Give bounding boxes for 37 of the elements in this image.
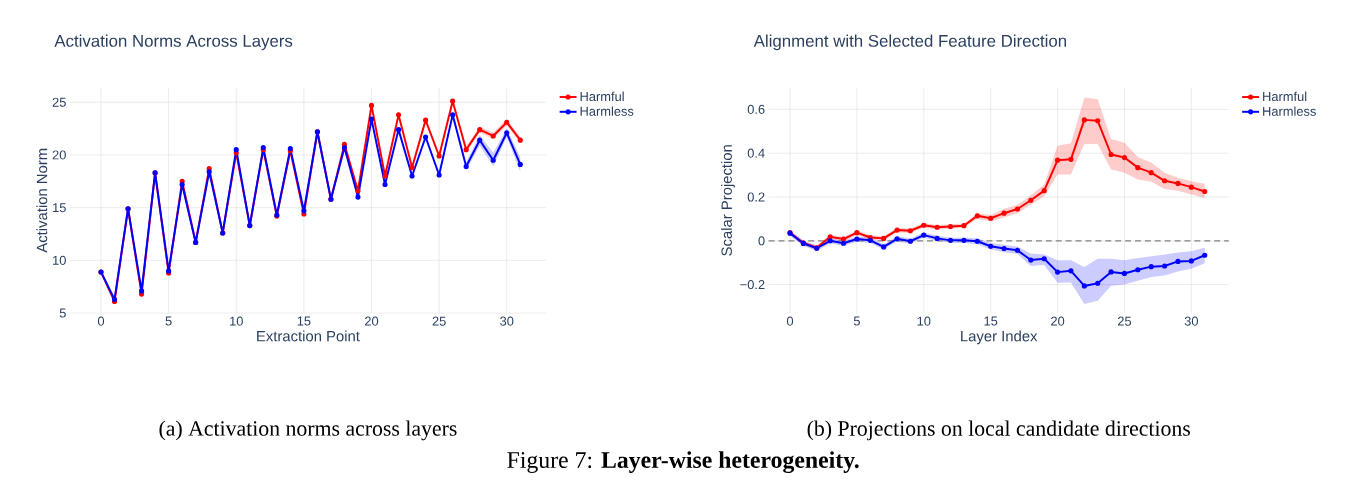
y-tick-label: 0.6 <box>747 104 765 114</box>
x-tick-label: 0 <box>786 316 794 326</box>
x-tick-label: 10 <box>917 316 931 326</box>
x-tick-label: 30 <box>1184 316 1198 326</box>
text: (a) Activation norms across layers <box>159 420 457 441</box>
x-tick-label: 20 <box>1051 316 1065 326</box>
y-tick-label: 15 <box>53 203 66 213</box>
chart-title: Activation Norms Across Layers <box>54 34 293 51</box>
y-axis-title: Scalar Projection <box>721 145 735 256</box>
y-tick-label: 25 <box>52 97 66 107</box>
x-axis-title: Layer Index <box>961 330 1038 345</box>
x-tick-label: 30 <box>500 316 514 326</box>
x-tick-label: 5 <box>165 316 172 326</box>
x-tick-label: 15 <box>297 316 311 326</box>
y-tick-label: −0.2 <box>740 280 765 290</box>
x-tick-label: 25 <box>1117 316 1132 326</box>
y-tick-label: 0.4 <box>747 148 765 158</box>
x-tick-label: 15 <box>984 316 998 326</box>
legend-label: Harmful <box>1263 91 1307 102</box>
y-tick-label: 5 <box>59 308 66 318</box>
text: (b) Projections on local candidate directions <box>807 420 1191 441</box>
x-tick-label: 20 <box>364 316 379 326</box>
x-tick-label: 25 <box>432 316 446 326</box>
x-tick-label: 0 <box>97 316 105 326</box>
legend-label: Harmless <box>1263 106 1316 116</box>
y-axis-title: Activation Norm <box>36 148 48 253</box>
legend-label: Harmless <box>580 106 634 116</box>
y-tick-label: 20 <box>52 150 66 160</box>
x-axis-title: Extraction Point <box>257 330 360 342</box>
caption: Figure 7: Layer-wise heterogeneity. <box>507 451 859 474</box>
chart-title: Alignment with Selected Feature Direction <box>753 34 1066 51</box>
legend-label: Harmful <box>580 91 624 102</box>
y-tick-label: 0 <box>758 236 765 246</box>
x-tick-label: 5 <box>853 316 860 326</box>
y-tick-label: 10 <box>53 255 66 265</box>
y-tick-label: 0.2 <box>747 192 765 202</box>
x-tick-label: 10 <box>230 316 243 326</box>
